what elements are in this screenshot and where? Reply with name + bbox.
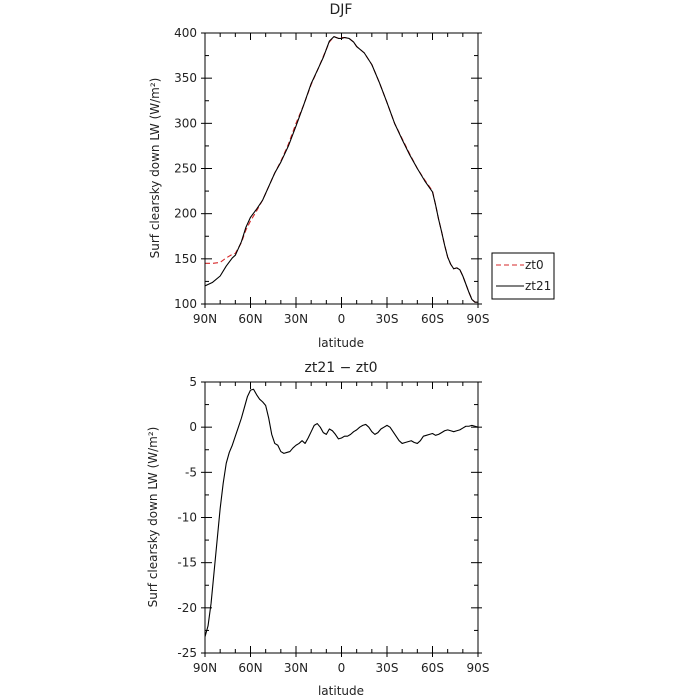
y-tick-label: -20	[177, 601, 197, 615]
plot-frame	[204, 381, 479, 654]
series-line-zt21	[204, 36, 478, 303]
x-tick-label: 60N	[238, 661, 262, 675]
x-tick-label: 0	[338, 312, 346, 326]
legend-label-zt21: zt21	[525, 279, 551, 293]
y-tick-label: 350	[174, 71, 197, 85]
x-tick-label: 30N	[284, 312, 308, 326]
top-chart: DJF latitude Surf clearsky down LW (W/m²…	[148, 2, 555, 350]
chart-title: zt21 − zt0	[304, 360, 377, 376]
x-tick-label: 90S	[467, 312, 490, 326]
y-tick-label: 400	[174, 26, 197, 40]
y-tick-label: 5	[189, 375, 197, 389]
bottom-chart: zt21 − zt0 latitude Surf clearsky down L…	[146, 360, 489, 698]
series-line-series-0	[204, 388, 479, 637]
x-tick-label: 30N	[284, 661, 308, 675]
x-tick-label: 0	[338, 661, 346, 675]
x-tick-label: 60S	[421, 661, 444, 675]
axis-ticks: 90N 60N 30N 0 30S 60S 90S 100 150 200 250 300 350 400	[174, 26, 489, 326]
y-tick-label: 150	[174, 252, 197, 266]
x-tick-label: 60S	[421, 312, 444, 326]
x-tick-label: 90N	[193, 661, 217, 675]
x-axis-label: latitude	[318, 336, 364, 350]
y-axis-label: Surf clearsky down LW (W/m²)	[146, 427, 160, 608]
series-lines	[204, 388, 479, 637]
plot-frame	[204, 32, 479, 305]
legend: zt0 zt21	[491, 252, 555, 300]
chart-title: DJF	[330, 2, 353, 18]
y-tick-label: 0	[189, 420, 197, 434]
x-tick-label: 90N	[193, 312, 217, 326]
series-line-zt0	[205, 36, 478, 303]
legend-box	[491, 252, 555, 300]
x-tick-label: 60N	[238, 312, 262, 326]
y-tick-label: 200	[174, 207, 197, 221]
y-axis-label: Surf clearsky down LW (W/m²)	[148, 78, 162, 259]
axis-ticks: 90N 60N 30N 0 30S 60S 90S 5 0 -5 -10 -15 -20 -25	[177, 375, 489, 675]
x-tick-label: 30S	[376, 312, 399, 326]
y-tick-label: -5	[185, 465, 197, 479]
y-tick-label: -10	[177, 511, 197, 525]
x-tick-label: 90S	[467, 661, 490, 675]
series-lines	[204, 36, 478, 303]
y-tick-label: -15	[177, 556, 197, 570]
y-tick-label: 100	[174, 297, 197, 311]
y-tick-label: -25	[177, 646, 197, 660]
x-tick-label: 30S	[376, 661, 399, 675]
y-tick-label: 300	[174, 116, 197, 130]
y-tick-label: 250	[174, 162, 197, 176]
legend-label-zt0: zt0	[525, 258, 544, 272]
x-axis-label: latitude	[318, 684, 364, 698]
